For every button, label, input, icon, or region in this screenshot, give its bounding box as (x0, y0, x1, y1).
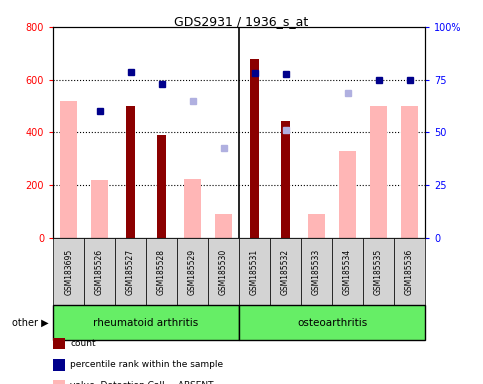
Bar (91, 180, 108, 238)
Text: GSM185531: GSM185531 (250, 248, 259, 295)
Text: GSM183695: GSM183695 (64, 248, 73, 295)
Text: GSM185529: GSM185529 (188, 248, 197, 295)
Text: other ▶: other ▶ (12, 318, 48, 328)
Text: GSM185528: GSM185528 (157, 249, 166, 295)
Text: GSM185536: GSM185536 (405, 248, 414, 295)
Bar (215, 214, 232, 238)
Bar (308, 214, 325, 238)
Text: rheumatoid arthritis: rheumatoid arthritis (94, 318, 199, 328)
Text: count: count (70, 339, 96, 348)
Text: GSM185526: GSM185526 (95, 248, 104, 295)
Bar (339, 151, 356, 238)
Bar (281, 121, 290, 238)
Text: percentile rank within the sample: percentile rank within the sample (70, 360, 223, 369)
Bar (370, 106, 387, 238)
Text: GSM185533: GSM185533 (312, 248, 321, 295)
Text: GSM185530: GSM185530 (219, 248, 228, 295)
Text: GSM185532: GSM185532 (281, 248, 290, 295)
Bar (184, 179, 201, 238)
Bar (126, 106, 135, 238)
Text: GSM185535: GSM185535 (374, 248, 383, 295)
Bar (157, 135, 166, 238)
Text: value, Detection Call = ABSENT: value, Detection Call = ABSENT (70, 381, 213, 384)
Bar (401, 106, 418, 238)
Text: GSM185534: GSM185534 (343, 248, 352, 295)
Text: osteoarthritis: osteoarthritis (297, 318, 367, 328)
Text: GSM185527: GSM185527 (126, 248, 135, 295)
Bar (250, 58, 259, 238)
Bar (60, 101, 77, 238)
Text: GDS2931 / 1936_s_at: GDS2931 / 1936_s_at (174, 15, 309, 28)
